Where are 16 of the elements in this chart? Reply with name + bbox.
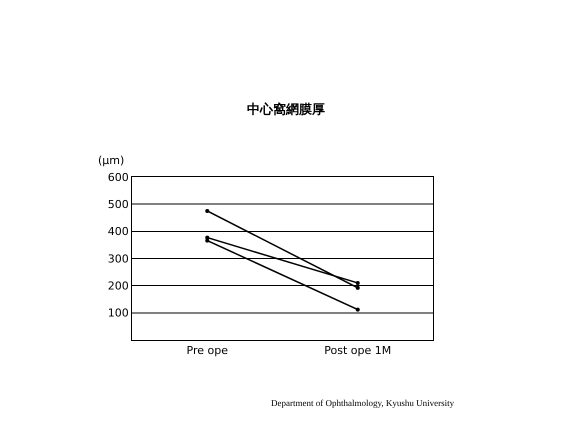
x-tick-label: Pre ope — [186, 344, 228, 358]
x-tick-label: Post ope 1M — [324, 344, 392, 358]
text: Department of Ophthalmology, Kyushu University — [271, 398, 455, 408]
point — [205, 238, 210, 243]
point — [205, 208, 210, 213]
y-tick-label: 600 — [108, 170, 129, 184]
y-tick-label: 400 — [108, 225, 129, 238]
y-tick-label: 100 — [108, 306, 129, 320]
point — [356, 308, 360, 312]
y-tick-label: 300 — [108, 252, 129, 266]
y-tick-label: 500 — [108, 198, 129, 212]
y-tick-label: 200 — [108, 280, 129, 293]
y-axis-title: (μm) — [98, 154, 124, 167]
point — [356, 286, 360, 290]
chart-title: 中心窩網膜厚 — [247, 101, 325, 118]
point — [356, 280, 360, 285]
